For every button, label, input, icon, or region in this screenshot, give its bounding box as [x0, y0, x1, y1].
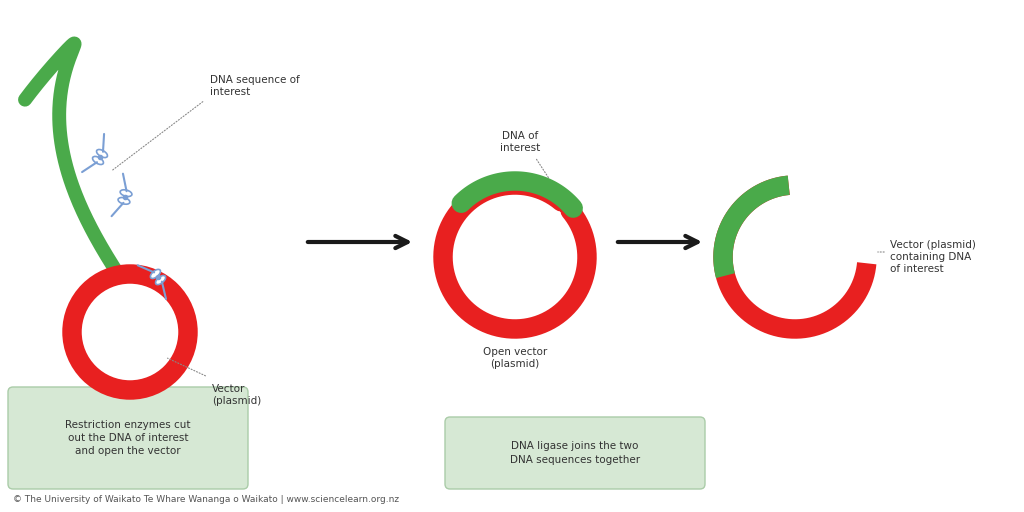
Text: Open vector
(plasmid): Open vector (plasmid) [483, 347, 547, 369]
Text: DNA sequence of
interest: DNA sequence of interest [210, 75, 300, 97]
Text: DNA of
interest: DNA of interest [500, 131, 540, 153]
Text: DNA ligase joins the two
DNA sequences together: DNA ligase joins the two DNA sequences t… [510, 441, 640, 464]
FancyBboxPatch shape [445, 417, 705, 489]
Ellipse shape [96, 150, 108, 158]
Ellipse shape [118, 198, 130, 204]
FancyBboxPatch shape [8, 387, 248, 489]
Text: Vector
(plasmid): Vector (plasmid) [212, 384, 261, 407]
Ellipse shape [120, 190, 132, 197]
Ellipse shape [92, 157, 103, 164]
Text: Restriction enzymes cut
out the DNA of interest
and open the vector: Restriction enzymes cut out the DNA of i… [66, 420, 190, 456]
Circle shape [72, 274, 188, 390]
Text: © The University of Waikato Te Whare Wananga o Waikato | www.sciencelearn.org.nz: © The University of Waikato Te Whare Wan… [13, 495, 399, 504]
Ellipse shape [156, 275, 166, 285]
Ellipse shape [151, 269, 161, 279]
Text: Vector (plasmid)
containing DNA
of interest: Vector (plasmid) containing DNA of inter… [890, 240, 976, 274]
